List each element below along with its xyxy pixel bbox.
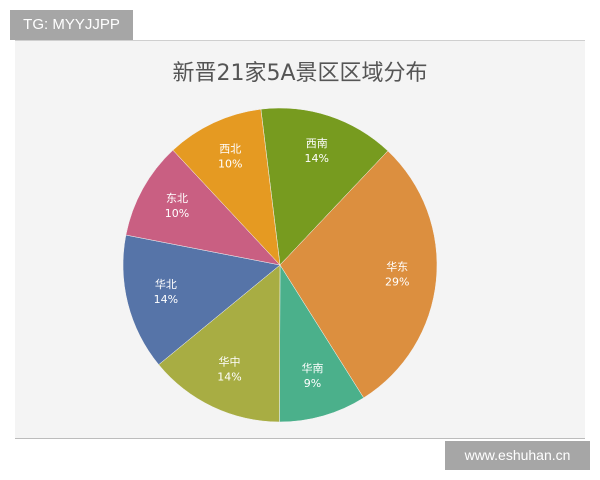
slice-category-label: 华东 bbox=[386, 259, 408, 273]
pie-slice-华北 bbox=[122, 234, 281, 366]
pie-slice-西北 bbox=[172, 108, 281, 266]
pie-slice-西南 bbox=[260, 107, 389, 266]
pie-slice-华东 bbox=[279, 150, 438, 399]
watermark-top: TG: MYYJJPP bbox=[10, 10, 133, 40]
slice-percent-label: 29% bbox=[385, 275, 409, 288]
pie-slice-东北 bbox=[125, 149, 281, 266]
slice-percent-label: 10% bbox=[218, 157, 242, 170]
pie-slice-华中 bbox=[158, 264, 281, 423]
slice-category-label: 西南 bbox=[306, 137, 328, 150]
slice-category-label: 西北 bbox=[219, 142, 241, 155]
slice-percent-label: 14% bbox=[305, 152, 329, 165]
slice-percent-label: 14% bbox=[217, 370, 241, 383]
slice-percent-label: 9% bbox=[304, 377, 321, 390]
slice-category-label: 华北 bbox=[155, 277, 177, 291]
slice-percent-label: 10% bbox=[165, 207, 189, 220]
pie-slice-华南 bbox=[279, 264, 365, 423]
chart-title: 新晋21家5A景区区域分布 bbox=[172, 61, 428, 86]
slice-category-label: 东北 bbox=[166, 192, 188, 205]
slice-category-label: 华南 bbox=[301, 361, 323, 375]
watermark-bottom: www.eshuhan.cn bbox=[445, 441, 590, 470]
slice-category-label: 华中 bbox=[218, 354, 240, 368]
slice-percent-label: 14% bbox=[154, 293, 178, 306]
